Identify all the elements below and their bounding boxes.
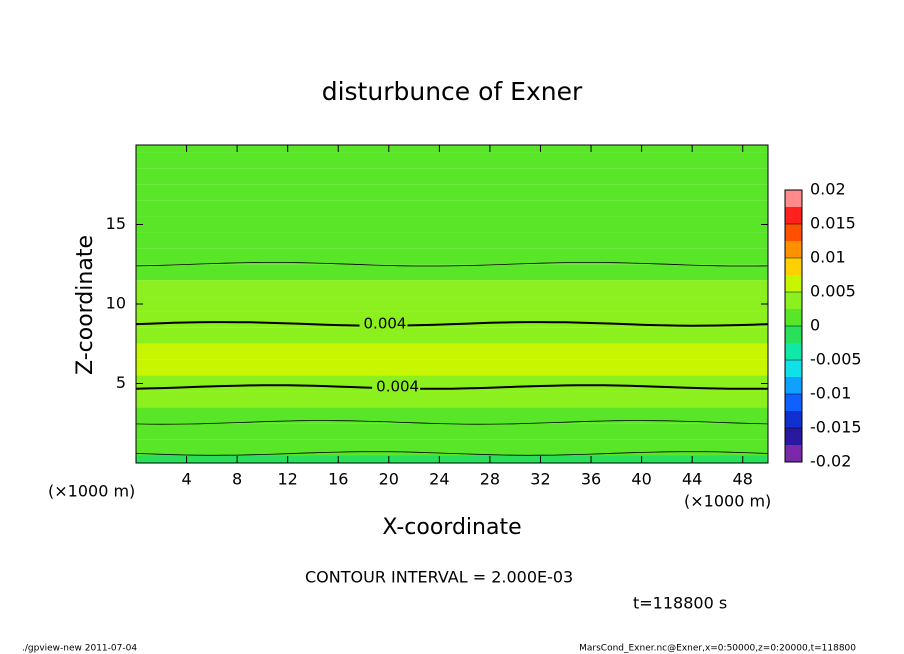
colorbar-tick-label: -0.01	[810, 384, 851, 403]
colorbar-tick-label: 0	[810, 316, 820, 335]
shaded-layer	[136, 327, 768, 344]
footer-left: ./gpview-new 2011-07-04	[22, 644, 137, 654]
shaded-layer	[136, 232, 768, 249]
colorbar-tick-label: 0.01	[810, 248, 846, 267]
colorbar-tick-label: -0.02	[810, 452, 851, 471]
shaded-layer	[136, 152, 768, 169]
colorbar-tick-label: 0.015	[810, 214, 856, 233]
colorbar-swatch	[785, 394, 802, 411]
contour-line	[135, 451, 769, 456]
contour-line	[135, 420, 769, 425]
contour-line	[135, 262, 769, 267]
y-tick-label: 15	[106, 214, 126, 233]
shaded-layer	[136, 439, 768, 456]
contour-label-bg	[359, 314, 408, 333]
contour-label: 0.004	[364, 314, 407, 332]
shaded-layer	[136, 216, 768, 233]
x-unit-label: (×1000 m)	[684, 492, 771, 511]
x-unit-label: (×1000 m)	[48, 482, 135, 501]
shaded-layer	[136, 359, 768, 376]
x-tick-label: 48	[733, 470, 753, 489]
contour-label-bg	[372, 378, 421, 397]
colorbar-swatch	[785, 360, 802, 377]
colorbar-swatch	[785, 411, 802, 428]
x-tick-label: 12	[278, 470, 298, 489]
x-tick-label: 24	[429, 470, 449, 489]
y-tick-label: 10	[106, 294, 126, 313]
x-tick-label: 4	[181, 470, 191, 489]
contour-line	[135, 384, 769, 390]
contour-label: 0.004	[376, 378, 419, 396]
colorbar-swatch	[785, 241, 802, 258]
colorbar-swatch	[785, 258, 802, 275]
colorbar-tick-label: 0.02	[810, 180, 846, 199]
shaded-layer	[136, 391, 768, 408]
shaded-layer	[136, 423, 768, 440]
colorbar-swatch	[785, 428, 802, 445]
chart-title: disturbunce of Exner	[322, 77, 583, 106]
footer-right: MarsCond_Exner.nc@Exner,x=0:50000,z=0:20…	[579, 644, 856, 654]
x-tick-label: 16	[328, 470, 348, 489]
y-axis-label: Z-coordinate	[73, 235, 98, 375]
time-label: t=118800 s	[633, 594, 727, 613]
shaded-layer	[136, 264, 768, 281]
x-tick-label: 8	[232, 470, 242, 489]
shaded-layer	[136, 407, 768, 424]
x-tick-label: 40	[631, 470, 651, 489]
shaded-layer	[136, 168, 768, 185]
x-tick-label: 32	[530, 470, 550, 489]
colorbar-swatch	[785, 309, 802, 326]
colorbar-swatch	[785, 445, 802, 462]
colorbar-swatch	[785, 292, 802, 309]
shaded-layer	[136, 280, 768, 297]
shaded-layer	[136, 184, 768, 201]
colorbar-swatch	[785, 326, 802, 343]
contour-line	[135, 321, 769, 327]
colorbar-swatch	[785, 377, 802, 394]
colorbar-swatch	[785, 190, 802, 207]
colorbar-tick-label: -0.005	[810, 350, 862, 369]
contour-interval: CONTOUR INTERVAL = 2.000E-03	[305, 568, 573, 587]
shaded-layer	[136, 248, 768, 265]
x-axis-label: X-coordinate	[382, 515, 521, 540]
x-tick-label: 36	[581, 470, 601, 489]
colorbar-swatch	[785, 224, 802, 241]
shaded-layer	[136, 375, 768, 392]
x-tick-label: 44	[682, 470, 702, 489]
colorbar-swatch	[785, 207, 802, 224]
colorbar-swatch	[785, 343, 802, 360]
colorbar-tick-label: -0.015	[810, 418, 862, 437]
y-tick-label: 5	[116, 373, 126, 392]
x-tick-label: 28	[480, 470, 500, 489]
x-tick-label: 20	[379, 470, 399, 489]
shaded-layer	[136, 343, 768, 360]
shaded-layer	[136, 296, 768, 312]
shaded-layer	[136, 145, 768, 153]
shaded-layer	[136, 200, 768, 217]
colorbar-swatch	[785, 275, 802, 292]
shaded-layer	[136, 455, 768, 463]
colorbar-tick-label: 0.005	[810, 282, 856, 301]
